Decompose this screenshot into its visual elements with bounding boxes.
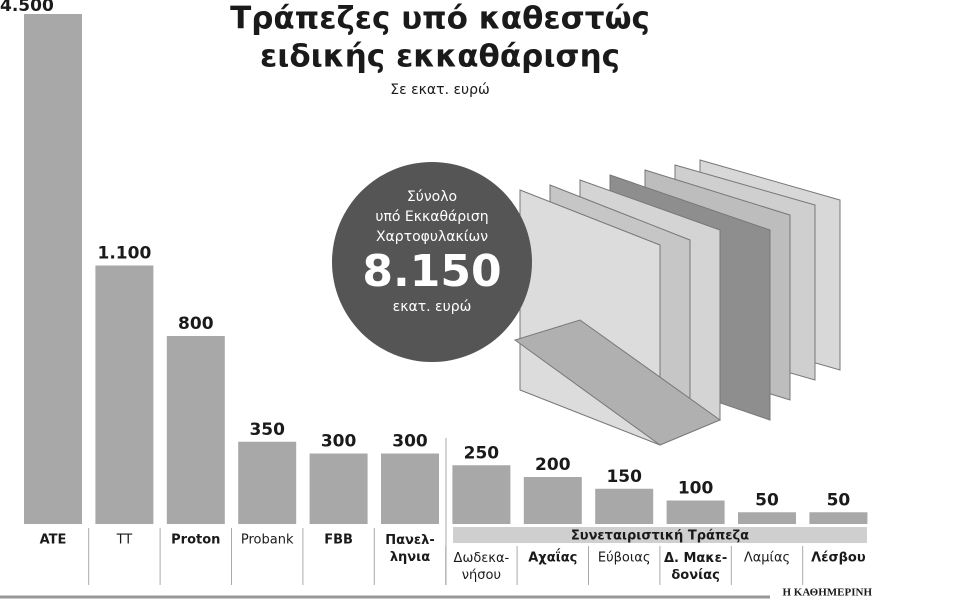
bar xyxy=(24,14,82,524)
x-tick-label: Λαμίας xyxy=(744,551,790,566)
bar xyxy=(238,441,297,524)
total-text: υπό Εκκαθάριση xyxy=(375,209,488,225)
total-text: Χαρτοφυλακίων xyxy=(376,229,488,245)
subtitle: Σε εκατ. ευρώ xyxy=(390,82,490,98)
x-tick-label: Δ. Μακε-δονίας xyxy=(664,551,727,583)
folders-illustration xyxy=(513,159,841,446)
bar xyxy=(309,453,368,524)
bar xyxy=(95,265,154,524)
x-tick-label: Αχαΐας xyxy=(528,549,577,566)
x-tick-label: Εύβοιας xyxy=(598,551,651,566)
value-label: 300 xyxy=(392,432,428,452)
x-tick-label: Πανελ-ληνια xyxy=(385,533,435,565)
source: Η ΚΑΘΗΜΕΡΙΝΗ xyxy=(783,587,873,599)
x-tick-label: Δωδεκα-νήσου xyxy=(454,551,510,583)
group-label: Συνεταιριστική Τράπεζα xyxy=(571,529,749,544)
x-tick-label: ATE xyxy=(40,533,67,548)
x-tick-label: Probank xyxy=(241,533,294,548)
value-label: 100 xyxy=(678,479,714,499)
x-tick-label: FBB xyxy=(324,533,353,548)
bar xyxy=(738,512,796,524)
bars xyxy=(24,14,868,524)
bar xyxy=(166,336,225,524)
value-label: 250 xyxy=(464,443,500,463)
group-band xyxy=(453,527,867,543)
x-tick-label: TT xyxy=(116,533,133,548)
chart-title: ειδικής εκκαθάρισης xyxy=(260,39,620,75)
value-label: 300 xyxy=(321,432,357,452)
chart-title: Τράπεζες υπό καθεστώς xyxy=(230,1,650,37)
value-label: 50 xyxy=(755,490,779,510)
x-tick-label: Proton xyxy=(171,533,220,548)
value-label: 1.100 xyxy=(98,244,152,264)
value-label: 200 xyxy=(535,455,571,475)
value-label: 800 xyxy=(178,314,214,334)
bar xyxy=(452,465,511,524)
bar xyxy=(809,512,868,524)
bar xyxy=(381,453,439,524)
total-value: 8.150 xyxy=(362,246,501,297)
total-unit: εκατ. ευρώ xyxy=(393,299,472,315)
value-label: 150 xyxy=(606,467,642,487)
x-tick-label: Λέσβου xyxy=(811,551,866,566)
value-label: 4.500 xyxy=(0,0,54,16)
value-label: 50 xyxy=(827,490,851,510)
value-label: 350 xyxy=(249,420,285,440)
total-text: Σύνολο xyxy=(407,189,457,205)
total-circle xyxy=(332,162,532,362)
bar xyxy=(523,477,582,524)
bar xyxy=(666,500,725,524)
bar xyxy=(595,488,654,524)
